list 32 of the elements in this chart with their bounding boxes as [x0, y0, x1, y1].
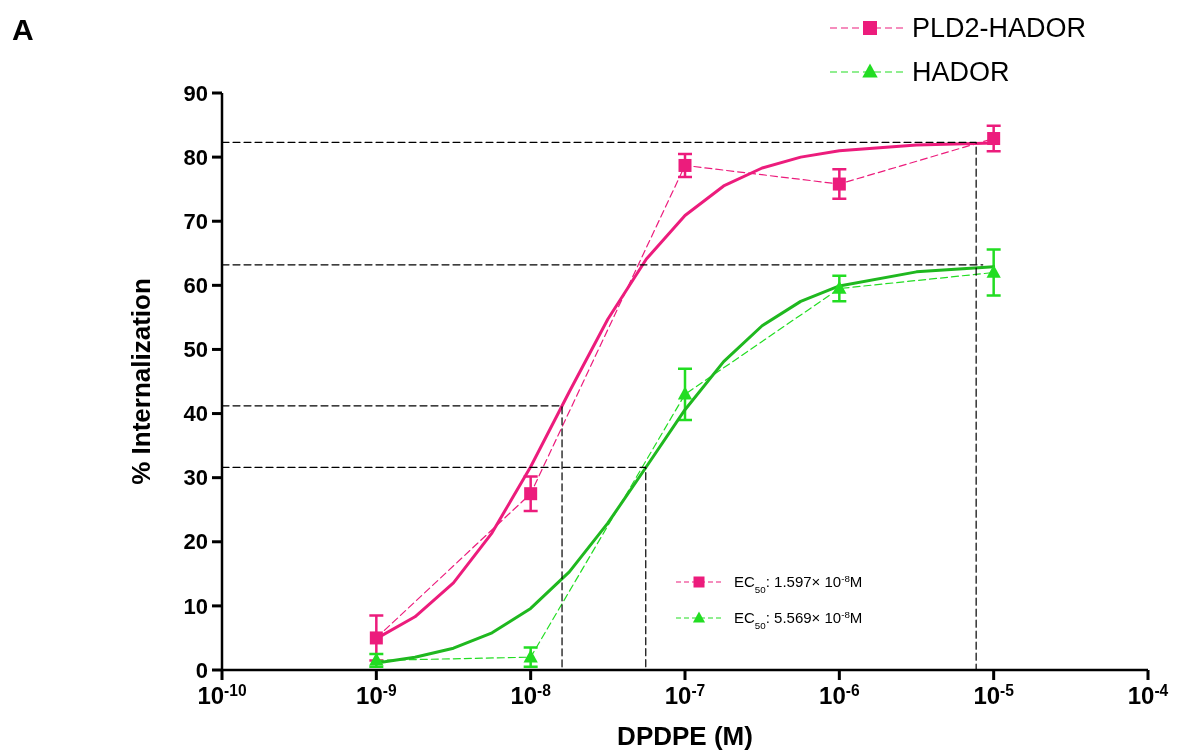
- point: [678, 158, 692, 172]
- point: [987, 132, 1001, 146]
- y-tick-label: 10: [183, 593, 208, 619]
- point: [369, 631, 383, 645]
- legend-label: HADOR: [912, 57, 1010, 88]
- y-tick-label: 30: [183, 465, 208, 491]
- point: [677, 386, 693, 400]
- x-tick-label: 10$^{-7}$: [664, 681, 706, 709]
- x-tick-label: 10$^{-5}$: [973, 681, 1015, 709]
- annotation: EC$_{50}$: 1.597× 10$^{-8}$M: [734, 572, 863, 595]
- y-tick-label: 0: [195, 657, 208, 683]
- point: [832, 177, 846, 191]
- annotation: EC$_{50}$: 5.569× 10$^{-8}$M: [734, 608, 863, 631]
- x-tick-label: 10$^{-6}$: [819, 681, 860, 709]
- text: A: [12, 13, 34, 46]
- legend-label: PLD2-HADOR: [912, 13, 1087, 44]
- y-tick-label: 90: [183, 80, 208, 106]
- y-tick-label: 20: [183, 529, 208, 555]
- point: [524, 487, 538, 501]
- x-axis-title: DPDPE (M): [617, 721, 753, 751]
- point: [986, 264, 1001, 278]
- y-tick-label: 40: [183, 401, 208, 427]
- x-tick-label: 10$^{-4}$: [1127, 681, 1169, 709]
- x-tick-label: 10$^{-9}$: [356, 681, 397, 709]
- y-axis-title: % Internalization: [126, 278, 156, 485]
- y-tick-label: 70: [183, 208, 208, 234]
- x-tick-label: 10$^{-8}$: [510, 681, 552, 709]
- x-tick-label: 10$^{-10}$: [197, 681, 247, 709]
- y-tick-label: 50: [183, 337, 208, 363]
- y-tick-label: 80: [183, 144, 208, 170]
- y-tick-label: 60: [183, 273, 208, 299]
- point: [832, 280, 847, 294]
